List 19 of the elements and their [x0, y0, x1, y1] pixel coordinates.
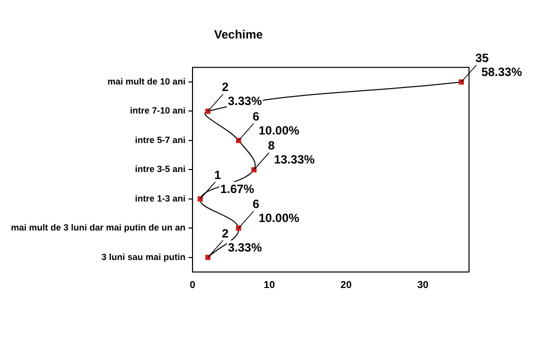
y-tick-label: mai mult de 3 luni dar mai putin de un an: [10, 222, 186, 233]
y-tick-label: intre 7-10 ani: [130, 106, 186, 116]
y-tick-label: intre 3-5 ani: [135, 164, 186, 174]
y-tick-label: intre 1-3 ani: [135, 193, 186, 204]
data-label: 6 10.00%: [252, 109, 300, 138]
data-label: 2 3.33%: [222, 80, 262, 108]
x-tick-label: 10: [264, 280, 276, 291]
data-label: 2 3.33%: [222, 226, 262, 254]
chart-title: Vechime: [214, 28, 264, 42]
data-label: 6 10.00%: [252, 197, 300, 226]
y-tick-label: mai mult de 10 ani: [107, 76, 186, 86]
y-tick-label: 3 luni sau mai putin: [102, 252, 186, 262]
x-tick-label: 0: [190, 280, 196, 291]
y-tick-label: intre 5-7 ani: [135, 134, 186, 145]
data-label: 8 13.33%: [268, 138, 315, 167]
data-label: 35 58.33%: [475, 51, 522, 80]
x-tick-label: 30: [417, 280, 429, 291]
x-tick-label: 20: [340, 280, 352, 291]
data-label: 1 1.67%: [214, 168, 255, 196]
